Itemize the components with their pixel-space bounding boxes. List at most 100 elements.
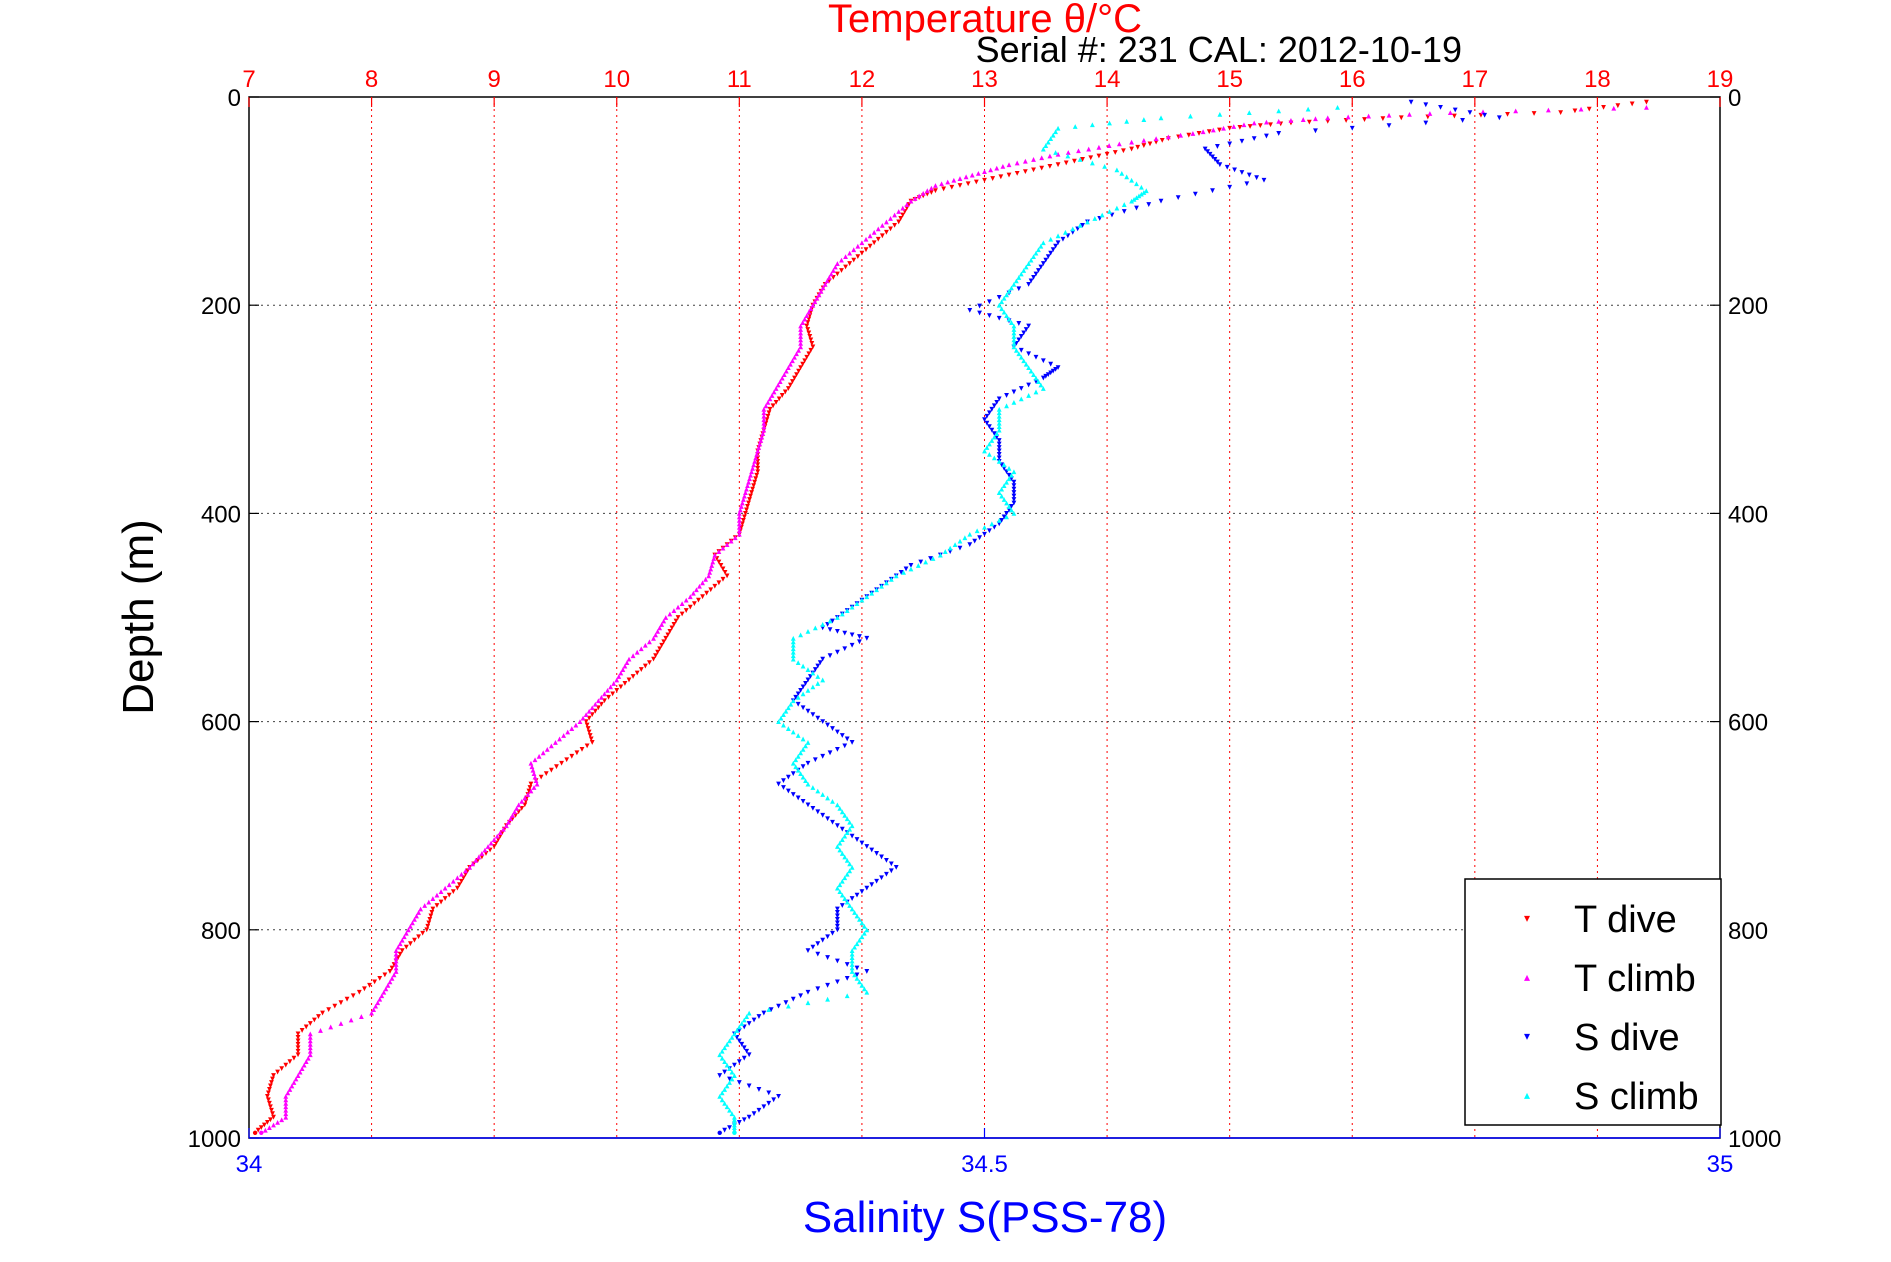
data-point bbox=[736, 1024, 742, 1030]
data-point bbox=[854, 837, 860, 842]
data-point bbox=[1096, 144, 1102, 150]
data-point bbox=[1153, 136, 1159, 142]
data-point bbox=[526, 788, 532, 794]
data-point bbox=[295, 1052, 301, 1058]
data-point bbox=[595, 698, 601, 704]
data-point bbox=[805, 708, 811, 714]
data-point bbox=[776, 396, 782, 402]
data-point bbox=[1053, 129, 1058, 135]
data-point bbox=[1264, 133, 1269, 139]
data-point bbox=[1026, 382, 1032, 388]
data-point bbox=[1141, 143, 1147, 148]
data-series bbox=[252, 99, 1649, 1135]
data-point bbox=[732, 1031, 737, 1037]
data-point bbox=[939, 181, 944, 187]
data-point bbox=[805, 802, 811, 808]
data-point bbox=[756, 1087, 762, 1092]
data-point bbox=[996, 517, 1002, 523]
data-point bbox=[790, 792, 796, 797]
legend-entry-s-climb: ▴ S climb bbox=[1524, 1076, 1699, 1118]
data-point bbox=[851, 247, 857, 253]
data-point bbox=[1018, 396, 1024, 402]
data-point bbox=[661, 639, 667, 645]
data-point bbox=[837, 889, 843, 895]
data-point bbox=[690, 590, 696, 596]
data-point bbox=[708, 587, 714, 593]
data-point bbox=[1124, 174, 1130, 180]
data-point bbox=[805, 948, 811, 954]
data-point bbox=[748, 472, 753, 478]
data-point bbox=[996, 458, 1002, 464]
depth-tick-label-right: 1000 bbox=[1728, 1126, 1781, 1153]
data-point bbox=[724, 1083, 730, 1089]
data-point bbox=[761, 1010, 767, 1016]
data-point bbox=[984, 413, 990, 419]
data-point bbox=[727, 1066, 732, 1071]
data-point bbox=[839, 851, 845, 856]
data-point bbox=[1023, 264, 1029, 270]
data-point bbox=[781, 712, 786, 718]
data-point bbox=[589, 705, 595, 711]
data-point bbox=[307, 1041, 313, 1047]
data-point bbox=[608, 684, 614, 690]
data-point bbox=[293, 1076, 299, 1082]
data-point bbox=[391, 972, 397, 978]
data-point bbox=[984, 420, 990, 426]
data-point bbox=[987, 528, 992, 534]
data-point bbox=[709, 563, 715, 568]
data-point bbox=[793, 757, 799, 763]
data-point bbox=[634, 670, 640, 676]
data-point bbox=[987, 299, 992, 305]
data-point bbox=[996, 315, 1002, 321]
data-point bbox=[1011, 327, 1017, 332]
data-point bbox=[673, 618, 679, 624]
data-point bbox=[295, 1073, 301, 1078]
data-point bbox=[746, 1021, 752, 1026]
data-point bbox=[291, 1055, 297, 1061]
data-point bbox=[430, 896, 436, 901]
data-point bbox=[996, 410, 1002, 416]
data-point bbox=[798, 687, 804, 693]
data-point bbox=[510, 812, 515, 818]
data-point bbox=[839, 837, 845, 842]
data-point bbox=[1325, 115, 1331, 121]
data-point bbox=[1004, 500, 1009, 506]
data-point bbox=[724, 573, 730, 579]
data-point bbox=[687, 594, 693, 600]
data-point bbox=[311, 1017, 317, 1023]
data-point bbox=[1452, 113, 1457, 119]
data-point bbox=[825, 955, 830, 960]
data-point bbox=[307, 1034, 313, 1040]
data-point bbox=[1276, 108, 1282, 114]
data-point bbox=[1080, 157, 1085, 162]
data-point bbox=[835, 906, 840, 912]
data-point bbox=[741, 1117, 747, 1123]
data-point bbox=[1134, 181, 1139, 187]
data-point bbox=[825, 722, 830, 728]
data-point bbox=[844, 962, 850, 967]
data-point bbox=[1014, 160, 1020, 166]
data-point bbox=[671, 622, 677, 627]
data-point bbox=[538, 774, 544, 780]
data-point bbox=[434, 892, 440, 898]
data-point bbox=[859, 250, 865, 256]
data-point bbox=[548, 767, 554, 773]
data-point bbox=[771, 1097, 777, 1103]
data-point bbox=[744, 1014, 750, 1019]
legend-label-s-dive: S dive bbox=[1574, 1017, 1680, 1059]
data-point bbox=[874, 851, 880, 856]
data-point bbox=[1009, 504, 1014, 509]
data-point bbox=[835, 823, 840, 829]
data-point bbox=[283, 1093, 289, 1099]
data-point bbox=[369, 1010, 374, 1016]
data-point bbox=[307, 1031, 313, 1037]
data-point bbox=[307, 1052, 313, 1058]
data-point bbox=[776, 1093, 781, 1099]
depth-tick-label-right: 400 bbox=[1728, 501, 1768, 528]
temperature-tick-label: 10 bbox=[603, 66, 630, 93]
data-point bbox=[1188, 113, 1193, 119]
data-point bbox=[888, 868, 894, 874]
data-point bbox=[446, 892, 452, 898]
data-point bbox=[422, 903, 428, 908]
data-point bbox=[426, 899, 432, 905]
